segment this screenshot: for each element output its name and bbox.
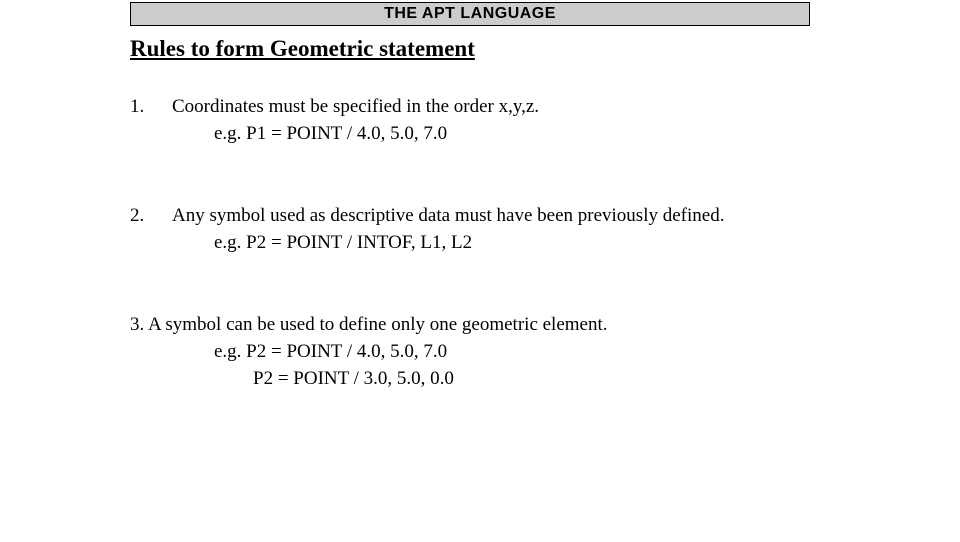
- rule-body: Any symbol used as descriptive data must…: [172, 203, 830, 256]
- rule-text: Any symbol used as descriptive data must…: [172, 203, 830, 230]
- section-title: Rules to form Geometric statement: [130, 36, 830, 62]
- header-title: THE APT LANGUAGE: [384, 5, 556, 22]
- rule-text: 3. A symbol can be used to define only o…: [130, 312, 830, 339]
- rule-text: Coordinates must be specified in the ord…: [172, 94, 830, 121]
- content-area: Rules to form Geometric statement 1. Coo…: [0, 26, 960, 392]
- rule-item: 1. Coordinates must be specified in the …: [130, 94, 830, 147]
- rule-item: 2. Any symbol used as descriptive data m…: [130, 203, 830, 256]
- rule-item: 3. A symbol can be used to define only o…: [130, 312, 830, 392]
- rule-body: Coordinates must be specified in the ord…: [172, 94, 830, 147]
- rule-example: e.g. P1 = POINT / 4.0, 5.0, 7.0: [172, 121, 830, 148]
- rule-number: 2.: [130, 203, 172, 256]
- header-bar: THE APT LANGUAGE: [130, 2, 810, 26]
- rule-example: e.g. P2 = POINT / INTOF, L1, L2: [172, 230, 830, 257]
- rule-example: e.g. P2 = POINT / 4.0, 5.0, 7.0: [130, 339, 830, 366]
- rule-example: P2 = POINT / 3.0, 5.0, 0.0: [130, 366, 830, 393]
- rule-number: 1.: [130, 94, 172, 147]
